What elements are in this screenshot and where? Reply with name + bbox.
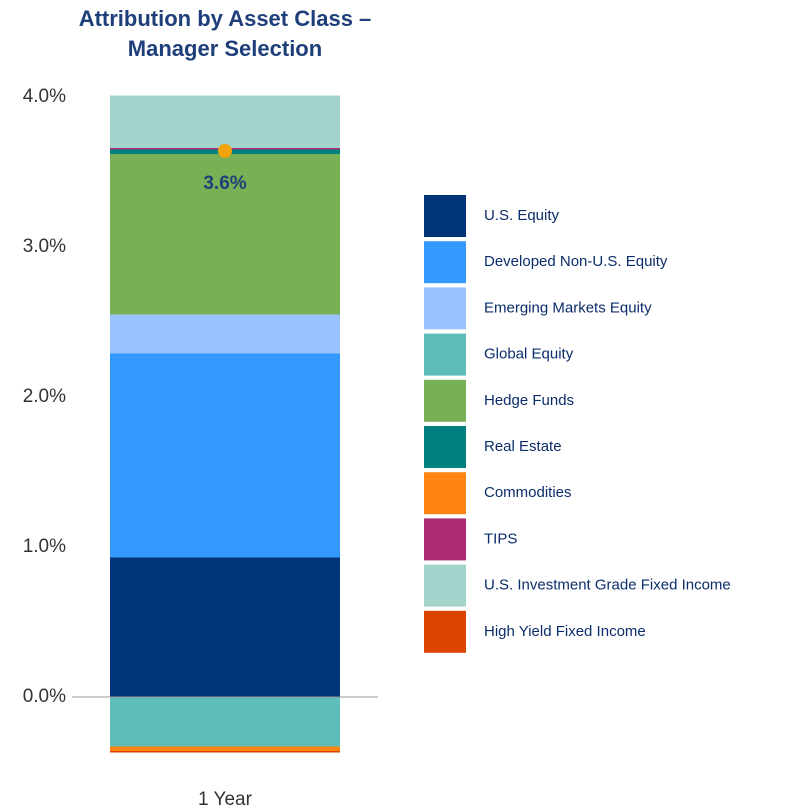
legend-label: U.S. Investment Grade Fixed Income [484,577,731,594]
legend-label: Hedge Funds [484,392,574,409]
y-tick-label: 1.0% [23,536,66,557]
bar-segment [110,751,340,753]
legend-label: Global Equity [484,346,574,363]
legend-swatch [424,518,466,561]
legend-label: Developed Non-U.S. Equity [484,253,668,270]
y-tick-label: 2.0% [23,386,66,407]
y-tick-label: 4.0% [23,86,66,107]
legend-swatch [424,426,466,468]
total-marker [218,144,232,158]
legend-swatch [424,241,466,284]
bar-segment [110,314,340,354]
y-tick-label: 0.0% [23,686,66,707]
legend-swatch [424,472,466,515]
bar-segment [110,154,340,315]
legend-label: U.S. Equity [484,207,560,224]
total-label: 3.6% [203,173,246,194]
legend-swatch [424,287,466,330]
legend-label: Real Estate [484,438,562,455]
y-tick-label: 3.0% [23,236,66,257]
chart-title: Manager Selection [128,36,322,61]
legend-label: High Yield Fixed Income [484,623,646,640]
legend-swatch [424,564,466,607]
legend-swatch [424,610,466,653]
legend-swatch [424,195,466,237]
legend-label: Commodities [484,484,572,501]
bar-segment [110,95,340,148]
legend-swatch [424,379,466,422]
legend-swatch [424,333,466,376]
legend-label: Emerging Markets Equity [484,299,652,316]
legend-label: TIPS [484,530,517,547]
bar-segment [110,353,340,558]
bar-segment [110,557,340,697]
x-tick-label: 1 Year [198,789,253,810]
bar-segment [110,697,340,747]
bar-segment [110,746,340,751]
chart-title: Attribution by Asset Class – [79,6,372,31]
